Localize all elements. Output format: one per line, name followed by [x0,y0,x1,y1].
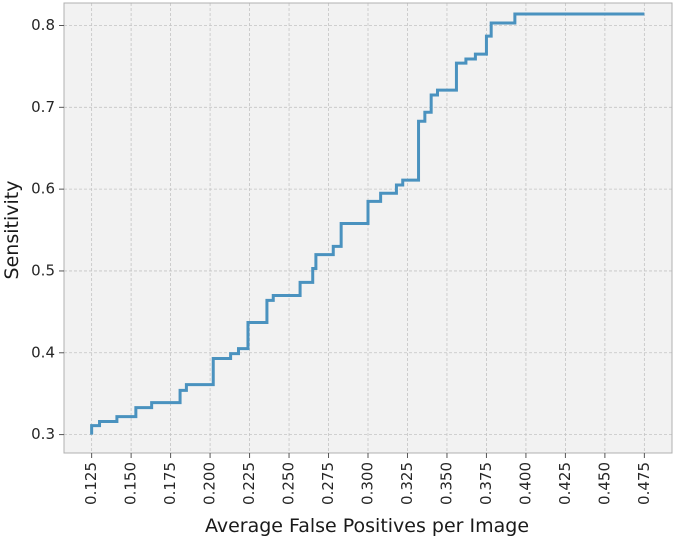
x-axis-label: Average False Positives per Image [205,515,529,537]
x-tick-label: 0.175 [161,462,179,505]
x-tick-label: 0.375 [477,462,495,505]
x-tick-label: 0.450 [595,462,613,505]
x-tick-label: 0.275 [319,462,337,505]
y-axis-label: Sensitivity [1,181,23,280]
grid [64,3,672,453]
y-tick-label: 0.5 [31,261,55,279]
x-tick-label: 0.225 [240,462,258,505]
y-axis-ticks: 0.3 0.4 0.5 0.6 0.7 0.8 [31,16,64,443]
x-tick-label: 0.425 [556,462,574,505]
sensitivity-step-line [90,12,645,435]
y-tick-label: 0.8 [31,16,55,34]
series-group [90,12,645,435]
x-axis-ticks: 0.125 0.150 0.175 0.200 0.225 0.250 0.275 0.300… [82,453,653,505]
x-tick-label: 0.325 [398,462,416,505]
x-tick-label: 0.200 [201,462,219,505]
x-tick-label: 0.475 [635,462,653,505]
x-tick-label: 0.125 [82,462,100,505]
x-tick-label: 0.350 [437,462,455,505]
y-tick-label: 0.6 [31,180,55,198]
y-tick-label: 0.4 [31,343,55,361]
x-tick-label: 0.400 [516,462,534,505]
x-tick-label: 0.250 [280,462,298,505]
x-tick-label: 0.300 [359,462,377,505]
y-tick-label: 0.3 [31,425,55,443]
y-tick-label: 0.7 [31,98,55,116]
x-tick-label: 0.150 [122,462,140,505]
